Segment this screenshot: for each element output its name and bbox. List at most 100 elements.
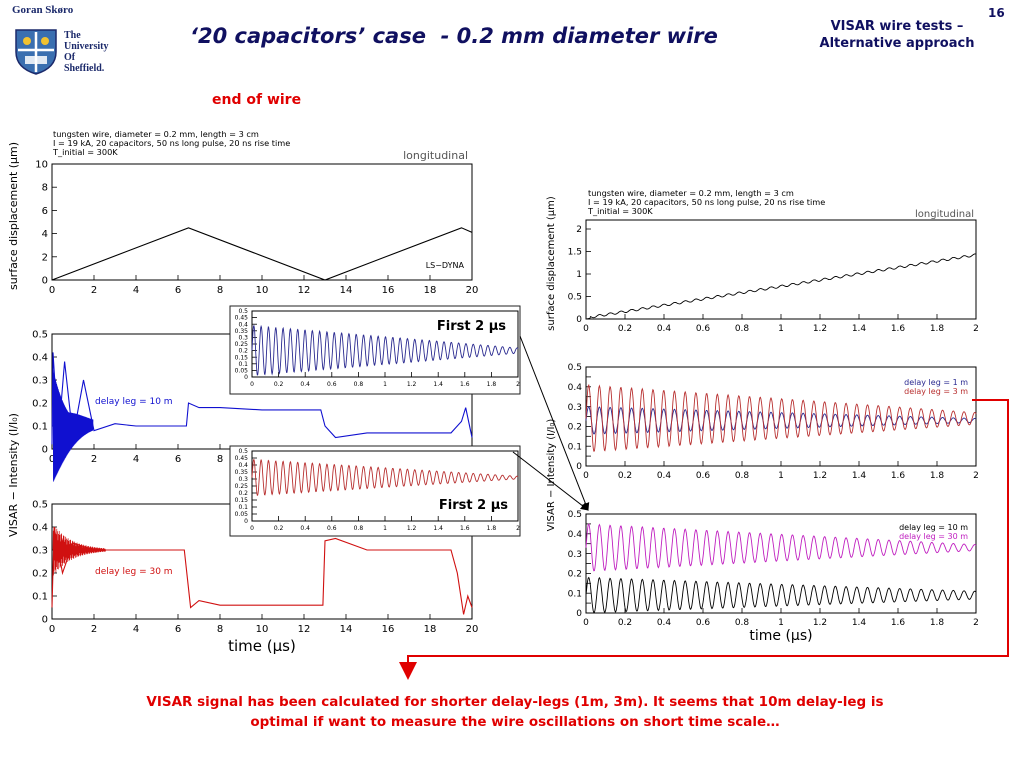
chart-right-visar-1m-3m: 0 0.1 0.2 0.3 0.4 0.5 0 0.2 0.4 0.6 0.8 1 1.2 1.4 1.6 1… [546,363,979,531]
y-tick-label: 0.45 [235,315,249,322]
x-tick-label: 1.2 [813,471,827,481]
x-tick-label: 2 [91,285,97,296]
x-tick-label: 0 [583,324,589,334]
x-tick-label: 16 [382,624,395,635]
y-tick-label: 0.3 [32,376,48,387]
x-tick-label: 1.6 [460,381,470,388]
y-tick-label: 0.5 [32,330,48,341]
x-tick-label: 4 [133,624,139,635]
y-tick-label: 0.4 [238,321,248,328]
y-tick-label: 0.4 [568,383,583,393]
y-tick-label: 1 [576,270,582,280]
arrow-line [512,451,589,511]
x-tick-label: 1 [383,525,387,532]
x-tick-label: 0 [250,381,254,388]
series-line [585,576,977,614]
x-tick-label: 0.2 [274,525,284,532]
y-tick-label: 0.1 [568,442,582,452]
mode-tag: longitudinal [915,209,974,220]
y-tick-label: 0.45 [235,455,249,462]
series-line [251,458,519,496]
x-tick-label: 6 [175,624,181,635]
x-axis-label: time (μs) [228,637,296,655]
plot-frame [585,219,977,320]
end-of-wire-label: end of wire [212,92,302,108]
x-tick-label: 0.8 [735,618,750,628]
x-tick-label: 4 [133,454,139,465]
x-tick-label: 1.6 [891,618,906,628]
y-tick-label: 4 [42,229,48,240]
info-line: tungsten wire, diameter = 0.2 mm, length… [588,188,794,198]
y-tick-label: 0.3 [568,550,582,560]
y-axis-label: surface displacement (μm) [546,196,557,331]
x-axis-label: time (μs) [749,628,812,644]
chart-right-displacement: 0 0.5 1 1.5 2 0 0.2 0.4 0.6 0.8 1 1.2 1.4 1.6 1.8 2 tung… [546,188,979,334]
y-tick-label: 0 [576,462,582,472]
y-tick-label: 0.4 [32,353,48,364]
x-tick-label: 0.4 [300,381,310,388]
series-line [585,523,977,572]
topic-line: VISAR wire tests – [830,19,964,34]
series-line [585,253,977,320]
y-tick-label: 0.2 [238,490,248,497]
x-tick-label: 2 [91,624,97,635]
y-tick-label: 0.1 [568,589,582,599]
y-tick-label: 0.1 [32,422,48,433]
x-tick-label: 0.8 [735,324,750,334]
y-axis-label: surface displacement (μm) [7,142,20,290]
y-tick-label: 0 [576,609,582,619]
x-tick-label: 6 [175,454,181,465]
arrow-line [519,335,590,511]
x-tick-label: 2 [516,525,520,532]
y-tick-label: 0.4 [32,523,48,534]
x-tick-label: 20 [466,285,479,296]
x-tick-label: 1.8 [930,618,945,628]
y-tick-label: 2 [42,252,48,263]
x-tick-label: 1 [778,471,784,481]
y-tick-label: 0 [244,374,248,381]
x-tick-label: 1.4 [852,471,867,481]
x-tick-label: 0.2 [618,324,632,334]
mode-tag: longitudinal [403,149,468,162]
x-tick-label: 0.2 [274,381,284,388]
chart-inset-10m: 00.050.10.150.20.250.30.350.40.450.50 0.2… [229,305,521,395]
series-line [51,227,473,281]
y-tick-label: 0 [42,445,48,456]
y-tick-label: 0.35 [235,328,249,335]
x-tick-label: 1.6 [891,471,906,481]
university-line: The [64,30,81,41]
x-tick-label: 12 [298,285,311,296]
ringing-line [52,370,94,482]
x-tick-label: 0 [49,285,55,296]
y-tick-label: 0.2 [32,569,48,580]
x-tick-label: 0.8 [354,525,364,532]
code-label: LS−DYNA [426,261,465,270]
x-tick-label: 0.4 [300,525,310,532]
y-tick-label: 0.25 [235,341,249,348]
y-tick-label: 0.05 [235,511,249,518]
y-tick-label: 0.15 [235,497,249,504]
y-tick-label: 6 [42,206,48,217]
legend-entry: delay leg = 1 m [904,378,968,387]
x-tick-label: 1.8 [930,324,945,334]
x-tick-label: 1.8 [487,525,497,532]
x-tick-label: 1.8 [930,471,945,481]
x-tick-label: 4 [133,285,139,296]
x-tick-label: 0.6 [327,381,337,388]
x-tick-label: 0.4 [657,324,672,334]
series-line [585,383,977,452]
x-tick-label: 10 [256,624,269,635]
y-tick-label: 0.5 [568,510,582,520]
info-line: T_initial = 300K [587,206,653,216]
x-tick-label: 1.6 [460,525,470,532]
x-tick-label: 0.4 [657,618,672,628]
y-axis-label: VISAR − Intensity (I/I₀) [546,419,557,532]
y-tick-label: 0.35 [235,469,249,476]
y-tick-label: 0.15 [235,354,249,361]
y-tick-label: 0.1 [238,361,248,368]
x-tick-label: 0 [250,525,254,532]
y-tick-label: 0.2 [32,399,48,410]
y-tick-label: 10 [35,160,48,171]
university-line: University [64,41,109,52]
x-tick-label: 2 [973,471,979,481]
